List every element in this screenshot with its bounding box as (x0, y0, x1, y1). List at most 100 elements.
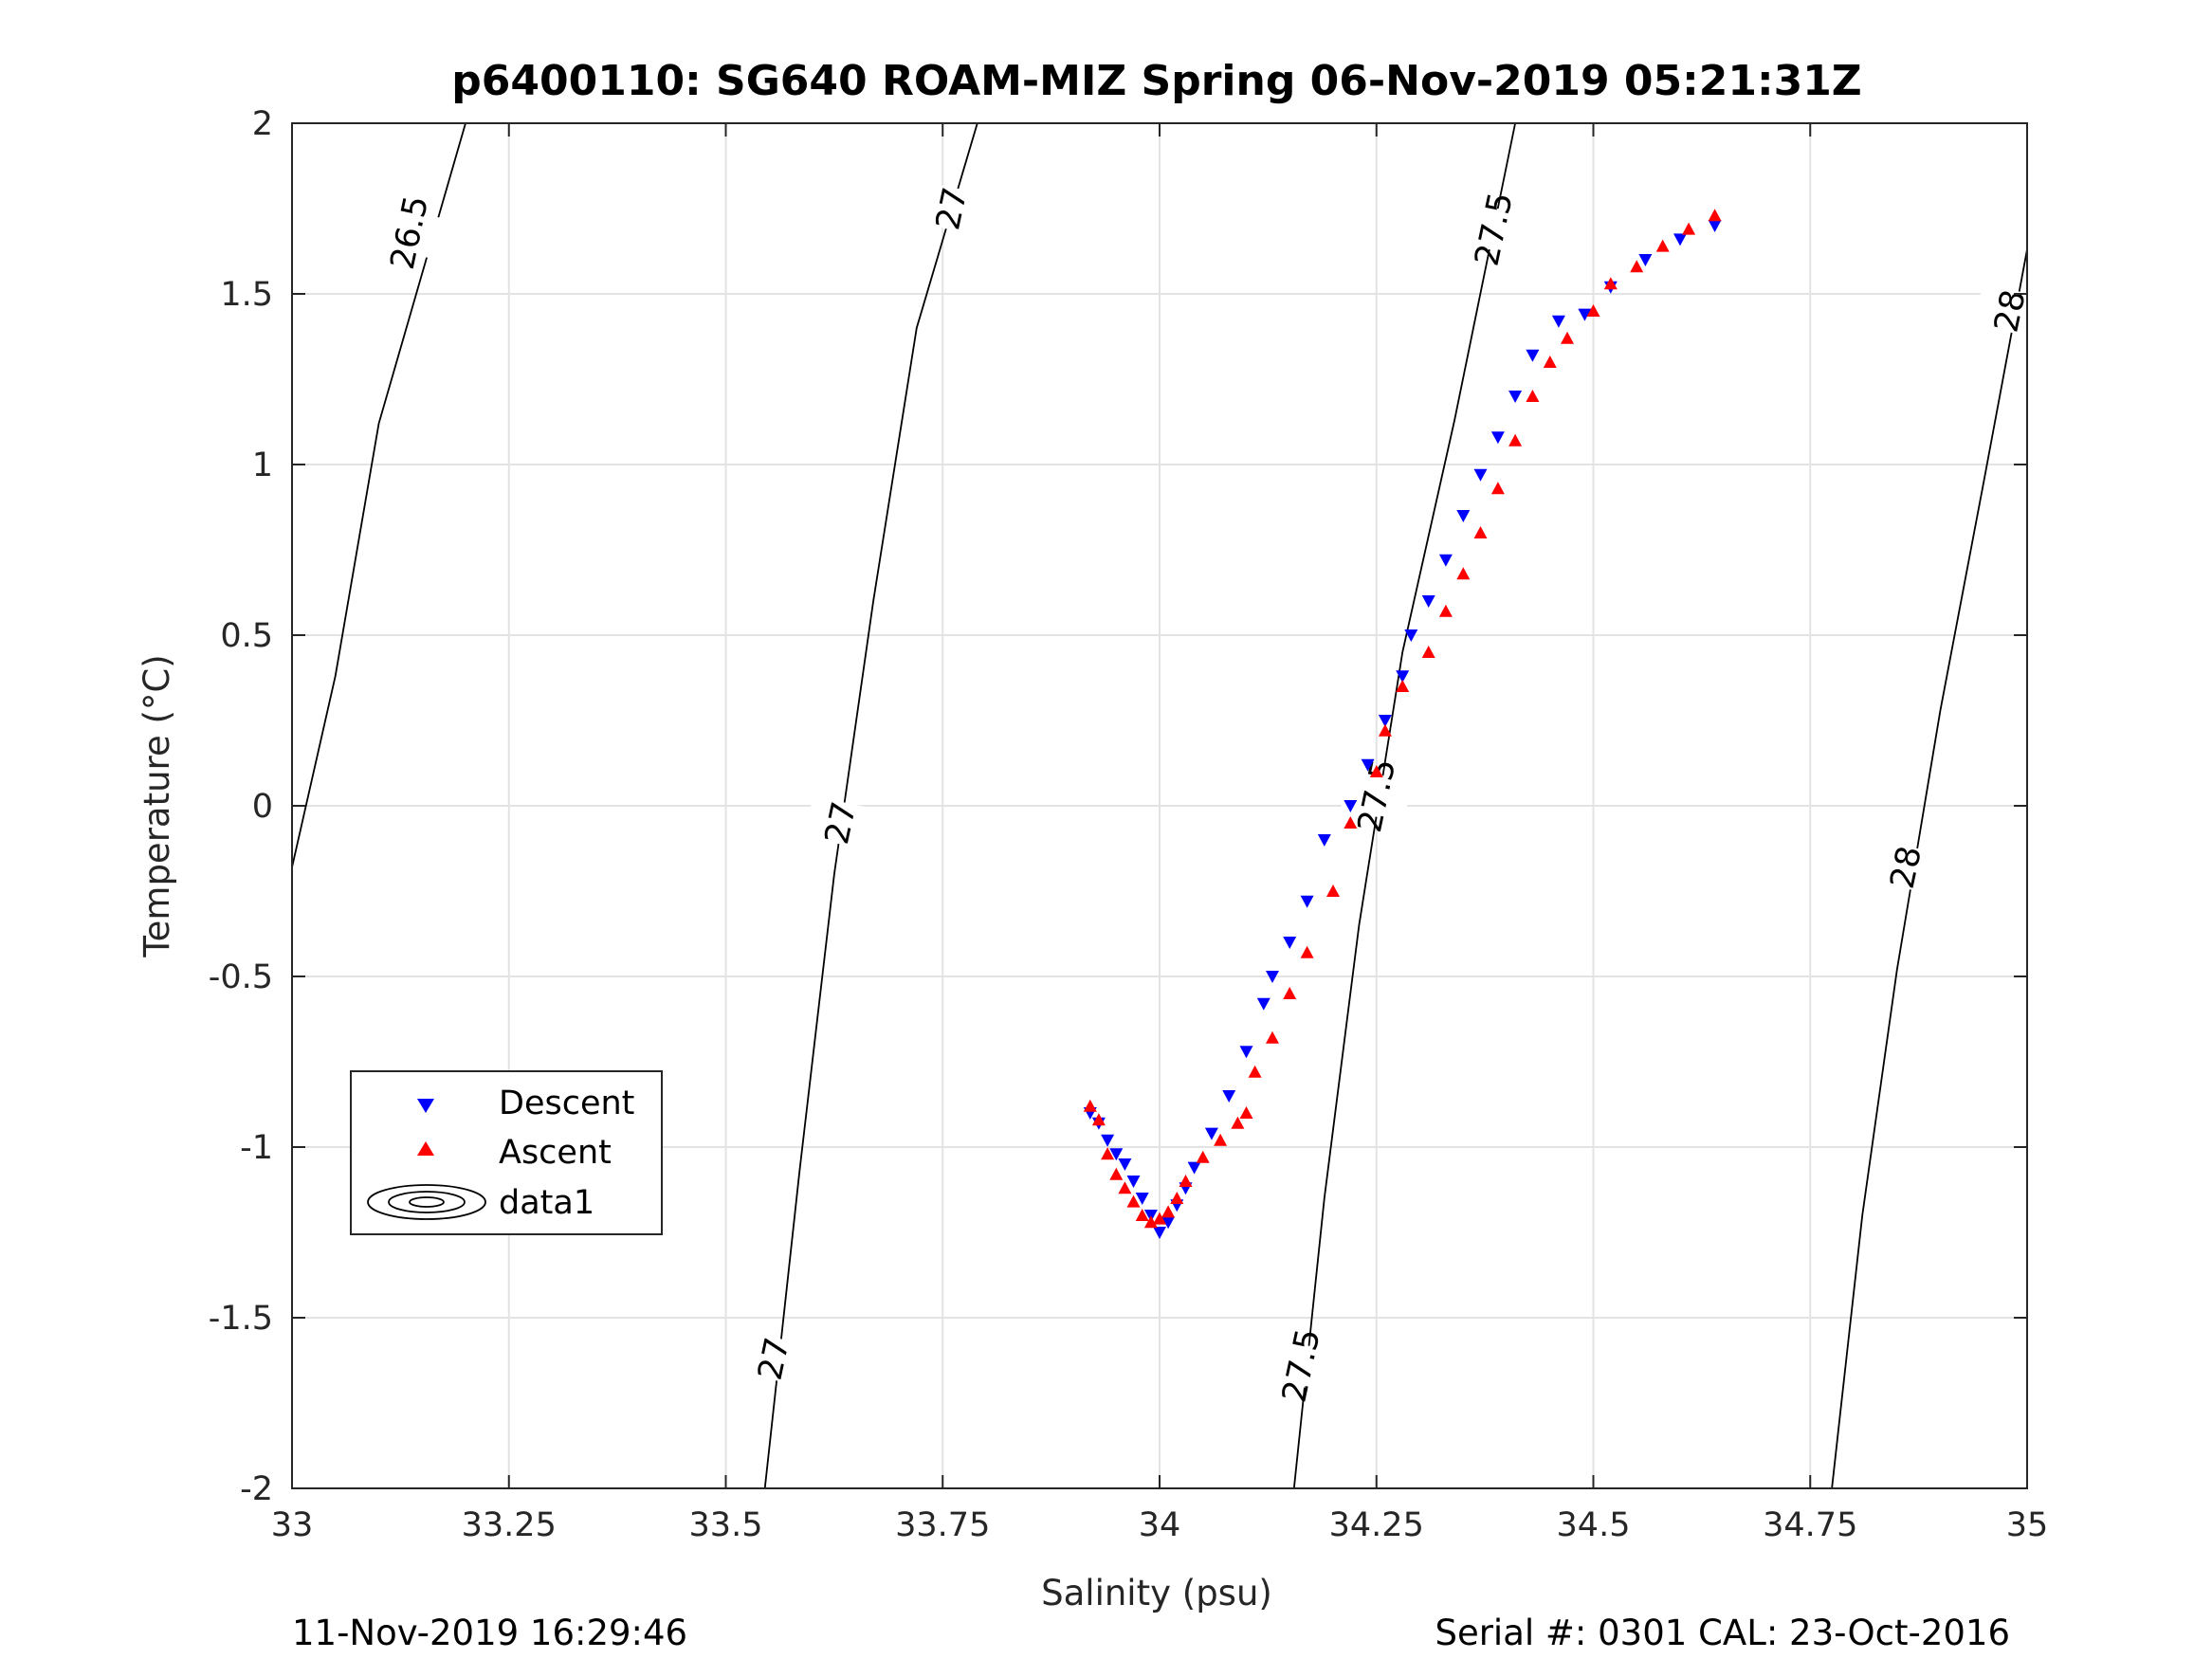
y-tick-label: -2 (240, 1470, 273, 1508)
ascent-point (1708, 209, 1722, 222)
y-axis-label: Temperature (°C) (137, 654, 177, 957)
chart-title: p6400110: SG640 ROAM-MIZ Spring 06-Nov-2… (451, 57, 1861, 105)
ascent-point (1396, 680, 1410, 692)
y-axis-ticks: 2 1.5 1 0.5 0 -0.5 -1 -1.5 -2 (209, 105, 2027, 1508)
ascent-point (1170, 1192, 1184, 1204)
descent-point (1578, 308, 1592, 321)
descent-point (1404, 629, 1418, 642)
ascent-point (1490, 482, 1505, 495)
contour-label: 27 (818, 798, 864, 848)
ascent-point (1283, 987, 1297, 999)
descent-point (1673, 233, 1687, 246)
contour-label-bg (373, 205, 446, 260)
ascent-point (1561, 331, 1574, 344)
ascent-point (1214, 1133, 1228, 1146)
descent-point (1344, 800, 1358, 812)
legend-descent-label: Descent (499, 1085, 634, 1122)
ascent-point (1456, 567, 1471, 580)
ascent-series (1083, 209, 1722, 1229)
descent-point (1283, 937, 1297, 949)
contour-label-bg (804, 795, 877, 850)
contour-label: 28 (1884, 843, 1929, 892)
ascent-point (1508, 433, 1523, 447)
descent-point (1161, 1216, 1176, 1230)
ascent-point (1526, 390, 1540, 402)
ascent-point (1083, 1099, 1097, 1112)
descent-point (1396, 670, 1410, 684)
contour-label-bg (1870, 840, 1942, 895)
ascent-point (1438, 604, 1453, 617)
descent-point (1361, 758, 1375, 772)
ascent-point (1135, 1209, 1149, 1221)
ascent-point (1300, 945, 1314, 958)
x-tick-label: 33 (271, 1506, 314, 1544)
descent-point (1421, 595, 1435, 608)
x-axis-ticks: 33 33.25 33.5 33.75 34 34.25 34.5 34.75 35 (271, 123, 2048, 1544)
descent-point (1222, 1090, 1236, 1103)
grid (291, 122, 2028, 1489)
ascent-point (1369, 765, 1383, 777)
ascent-point (1118, 1181, 1132, 1194)
descent-point (1438, 554, 1453, 567)
descent-point (1378, 715, 1392, 727)
y-tick-label: 2 (252, 105, 273, 143)
y-tick-label: -1 (240, 1129, 273, 1167)
legend-box (350, 1070, 663, 1235)
contour-label: 27 (752, 1334, 797, 1383)
x-tick-label: 34.75 (1763, 1506, 1857, 1544)
footer-serial-cal: Serial #: 0301 CAL: 23-Oct-2016 (1435, 1613, 2010, 1653)
x-tick-label: 33.5 (689, 1506, 763, 1544)
y-tick-label: 1 (252, 447, 273, 484)
ascent-point (1603, 277, 1618, 290)
descent-point (1526, 349, 1540, 362)
ascent-point (1126, 1194, 1141, 1208)
descent-point (1473, 468, 1488, 482)
ascent-point (1586, 304, 1600, 317)
x-tick-label: 33.25 (462, 1506, 557, 1544)
ascent-point (1326, 884, 1340, 897)
ascent-point (1421, 646, 1435, 658)
ascent-point (1473, 526, 1488, 538)
ascent-point (1239, 1106, 1253, 1119)
descent-point (1118, 1158, 1132, 1171)
descent-point (1266, 971, 1279, 983)
legend-data1-label: data1 (499, 1184, 594, 1222)
ascent-point (1143, 1215, 1158, 1229)
ascent-point (1682, 222, 1696, 235)
footer-timestamp: 11-Nov-2019 16:29:46 (292, 1613, 687, 1653)
ascent-point (1179, 1175, 1193, 1187)
contour-label-bg (737, 1331, 810, 1386)
y-tick-label: -1.5 (209, 1300, 273, 1338)
ascent-point (1161, 1205, 1176, 1218)
legend: Descent Ascent data1 (350, 1070, 663, 1235)
descent-point (1187, 1161, 1201, 1175)
descent-point (1638, 254, 1653, 266)
ascent-point (1543, 356, 1557, 368)
descent-point (1135, 1193, 1149, 1205)
y-tick-label: 1.5 (220, 276, 273, 314)
ascent-point (1109, 1167, 1124, 1180)
contour-line-28 (1831, 249, 2028, 1489)
descent-point (1101, 1134, 1115, 1147)
contour-label: 27 (929, 184, 975, 233)
descent-point (1126, 1176, 1141, 1188)
descent-series (1083, 220, 1722, 1239)
descent-point (1300, 895, 1314, 908)
descent-point (1551, 315, 1565, 328)
legend-ascent-marker (417, 1141, 434, 1156)
descent-point (1256, 997, 1271, 1011)
descent-point (1456, 510, 1471, 522)
ascent-point (1344, 816, 1358, 829)
x-tick-label: 34.5 (1557, 1506, 1631, 1544)
ascent-point (1248, 1065, 1262, 1078)
contour-line-26.5 (291, 122, 466, 867)
contour-label-bg (1340, 768, 1413, 823)
x-tick-label: 33.75 (895, 1506, 990, 1544)
y-tick-label: 0.5 (220, 617, 273, 655)
contour-label-bg (1265, 1338, 1337, 1393)
ascent-point (1101, 1147, 1115, 1160)
contour-label-bg (915, 181, 988, 236)
ascent-point (1153, 1212, 1166, 1225)
